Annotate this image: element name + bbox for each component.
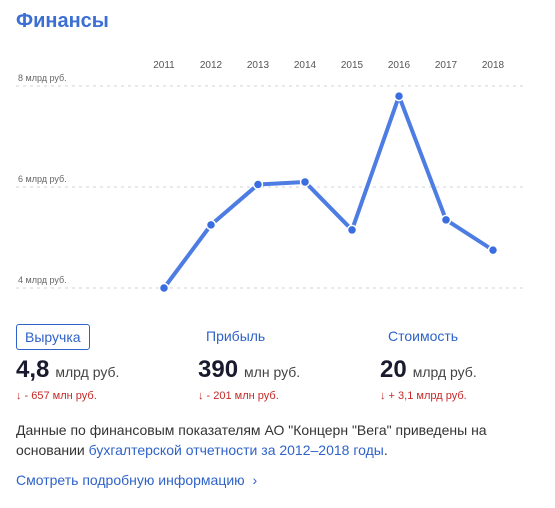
x-tick-label-2012: 2012 bbox=[200, 60, 223, 71]
more-info-link[interactable]: Смотреть подробную информацию › bbox=[16, 472, 257, 488]
tab-revenue[interactable]: Выручка bbox=[16, 324, 90, 350]
revenue-unit: млрд руб. bbox=[55, 364, 120, 380]
data-point-2018 bbox=[487, 244, 499, 256]
description-end: . bbox=[383, 442, 388, 458]
report-link[interactable]: бухгалтерской отчетности за 2012–2018 го… bbox=[88, 442, 384, 458]
finance-line-chart: 4 млрд руб. 6 млрд руб. 8 млрд руб. 2011 201… bbox=[16, 60, 525, 294]
data-point-2014 bbox=[299, 176, 311, 188]
cost-delta: ↓ + 3,1 млрд руб. bbox=[380, 390, 467, 402]
revenue-value-block: 4,8 млрд руб. bbox=[16, 356, 119, 384]
x-tick-label-2016: 2016 bbox=[388, 60, 411, 71]
tab-cost[interactable]: Стоимость bbox=[388, 328, 459, 344]
data-point-2015 bbox=[346, 224, 358, 236]
x-tick-label-2013: 2013 bbox=[247, 60, 270, 71]
revenue-value: 4,8 bbox=[16, 356, 50, 383]
y-tick-label-4: 4 млрд руб. bbox=[18, 275, 67, 285]
more-info-label: Смотреть подробную информацию bbox=[16, 472, 245, 488]
x-tick-label-2015: 2015 bbox=[341, 60, 364, 71]
data-point-2013 bbox=[252, 179, 264, 190]
data-point-2011 bbox=[158, 282, 170, 294]
chevron-right-icon: › bbox=[252, 472, 258, 488]
series-line bbox=[162, 94, 495, 290]
x-tick-label-2017: 2017 bbox=[435, 60, 458, 71]
page-title: Финансы bbox=[16, 10, 109, 32]
cost-unit: млрд руб. bbox=[412, 364, 477, 380]
x-tick-label-2018: 2018 bbox=[482, 60, 505, 71]
x-tick-label-2011: 2011 bbox=[153, 60, 175, 71]
y-tick-label-6: 6 млрд руб. bbox=[18, 174, 67, 184]
y-tick-label-8: 8 млрд руб. bbox=[18, 73, 67, 83]
profit-unit: млн руб. bbox=[244, 364, 301, 380]
revenue-delta: ↓ - 657 млн руб. bbox=[16, 390, 97, 402]
x-tick-label-2014: 2014 bbox=[294, 60, 317, 71]
finance-description: Данные по финансовым показателям АО "Кон… bbox=[16, 420, 516, 460]
data-point-2017 bbox=[440, 214, 452, 226]
tab-profit[interactable]: Прибыль bbox=[206, 328, 266, 344]
description-text: Данные по финансовым показателям АО "Кон… bbox=[16, 422, 487, 458]
cost-value: 20 bbox=[380, 356, 407, 383]
profit-value: 390 bbox=[198, 356, 239, 383]
data-point-2016 bbox=[393, 90, 405, 102]
profit-delta: ↓ - 201 млн руб. bbox=[198, 390, 279, 402]
data-point-2012 bbox=[205, 219, 217, 231]
cost-value-block: 20 млрд руб. bbox=[380, 356, 477, 384]
profit-value-block: 390 млн руб. bbox=[198, 356, 300, 384]
